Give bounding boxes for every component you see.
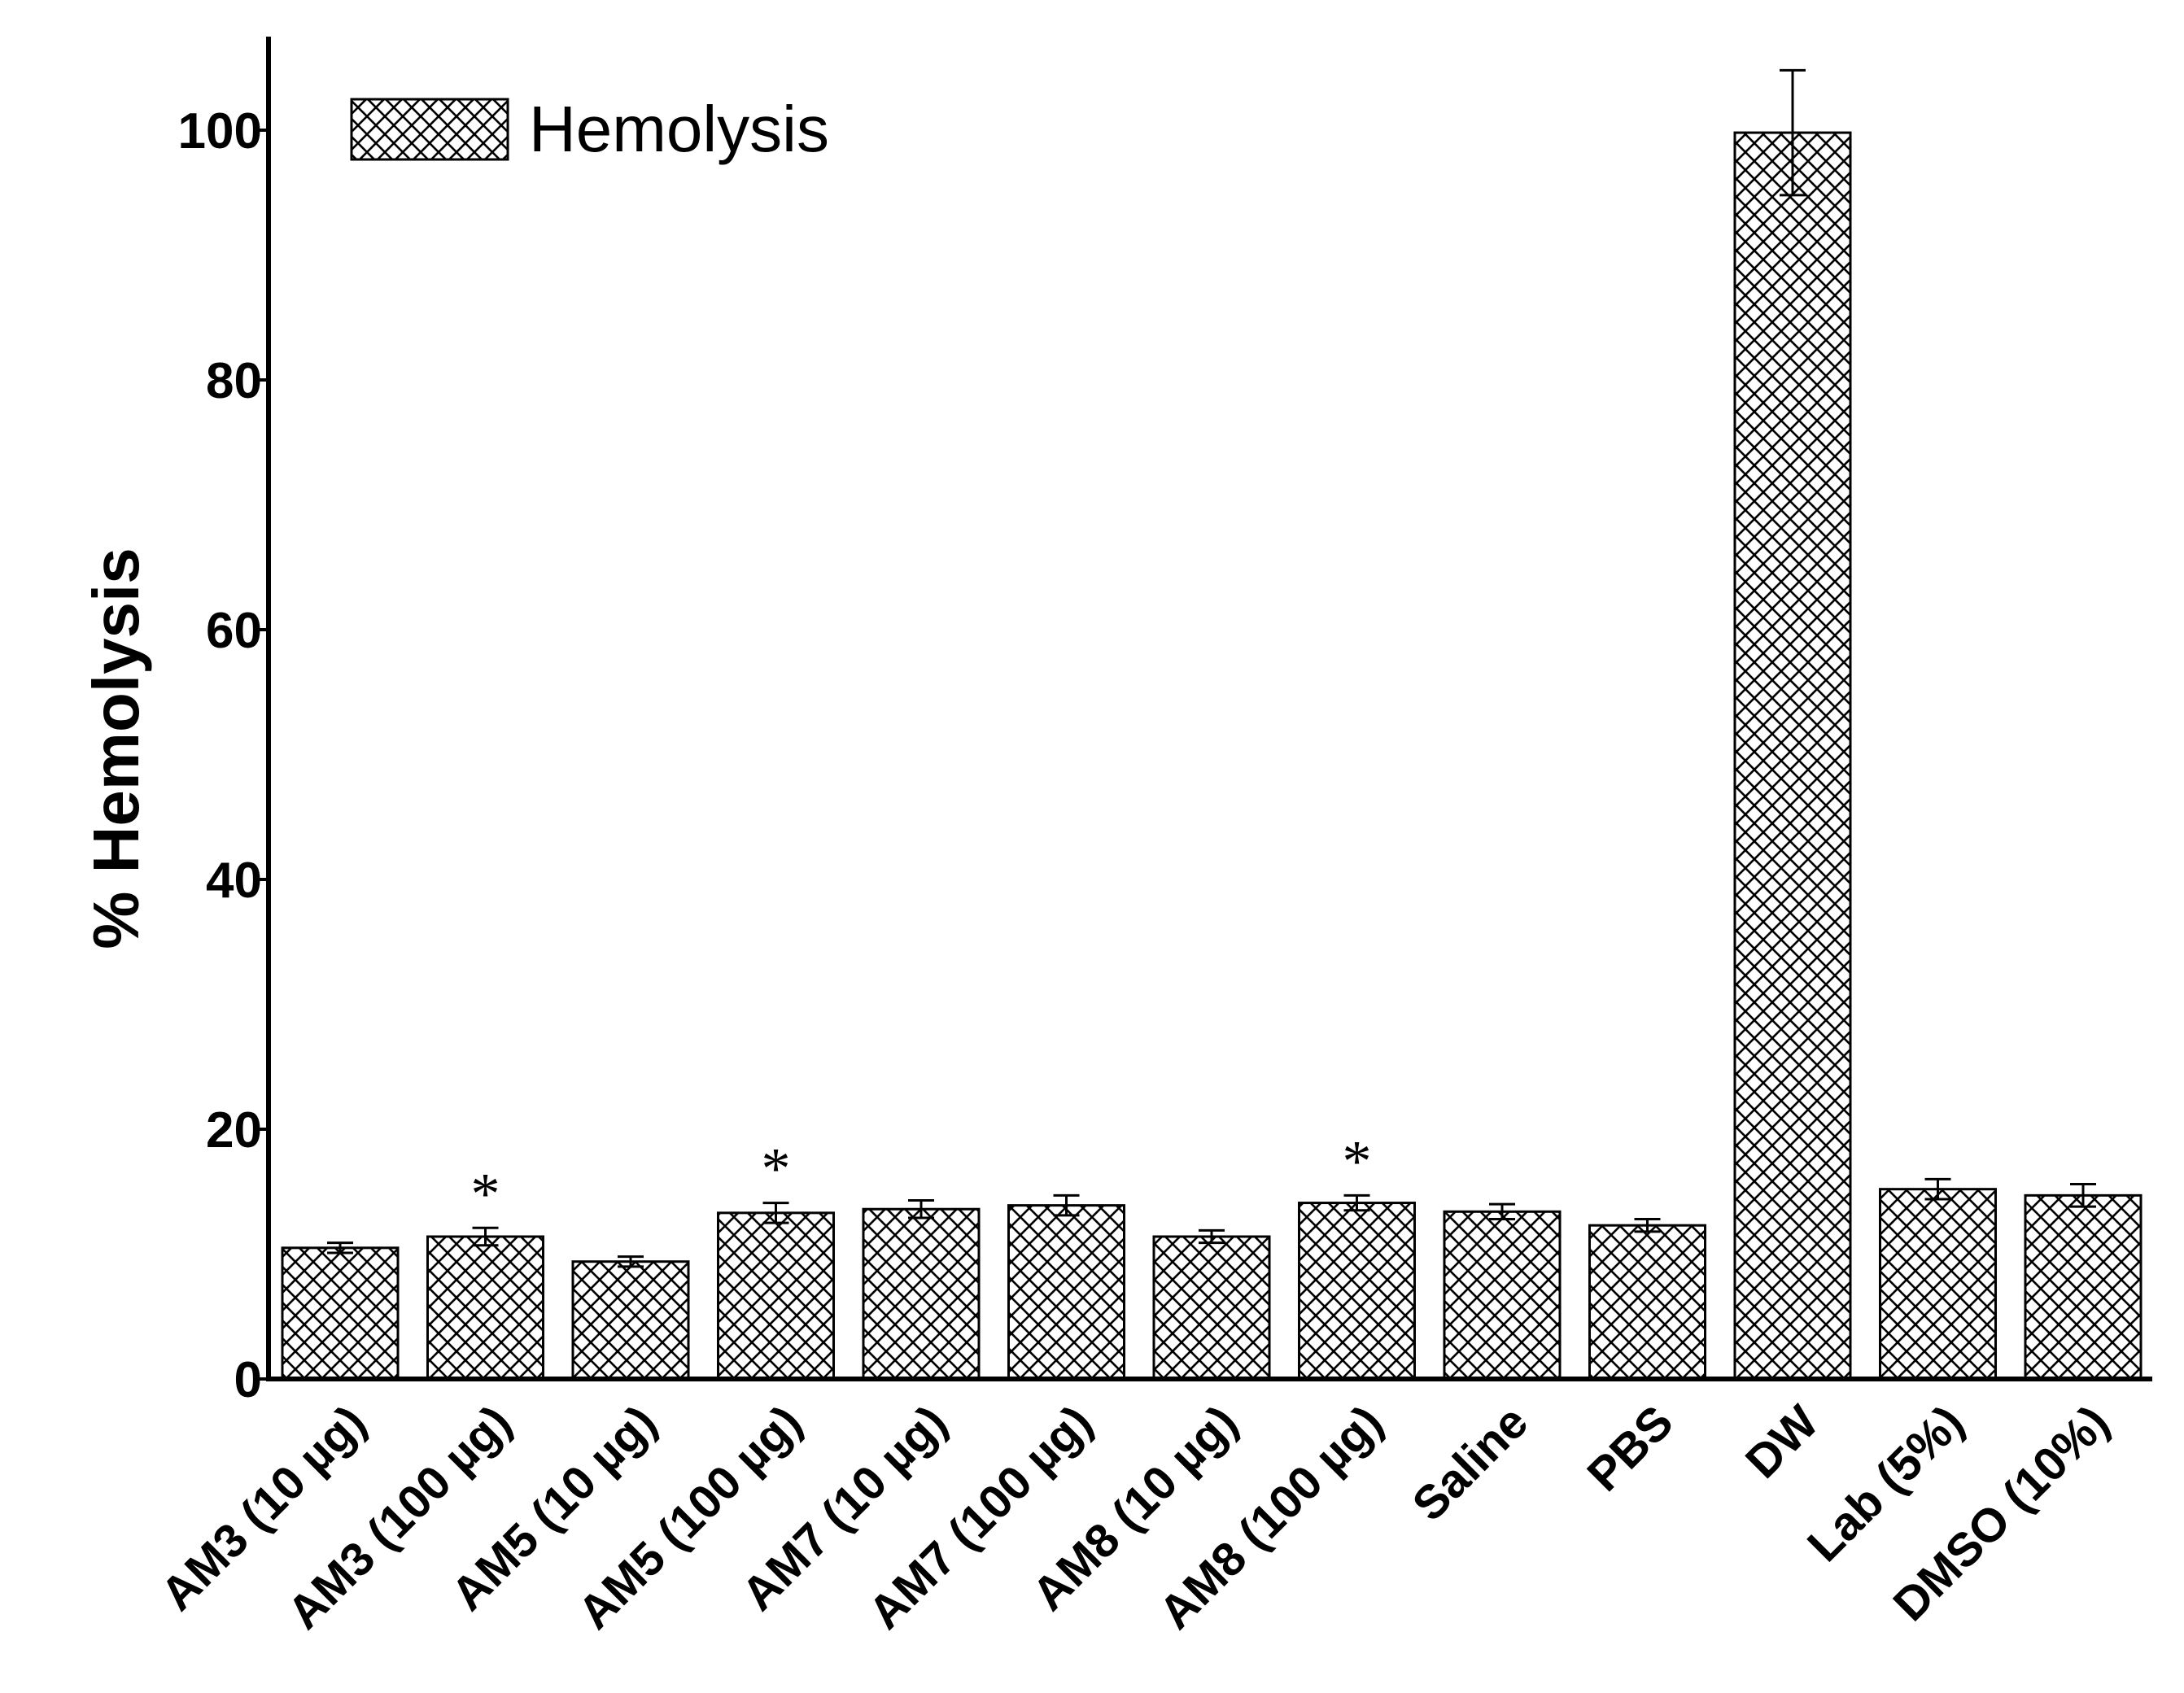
bar <box>1733 131 1852 1381</box>
y-tick-label: 100 <box>178 103 262 159</box>
significance-star: * <box>1343 1128 1372 1193</box>
legend: Hemolysis <box>350 93 829 165</box>
bars-layer <box>281 131 2143 1381</box>
bar <box>281 1246 400 1381</box>
bar <box>2024 1193 2143 1381</box>
bar <box>1007 1204 1125 1381</box>
bar <box>717 1211 835 1381</box>
significance-star: * <box>471 1161 500 1226</box>
bar <box>1298 1202 1416 1381</box>
bar <box>1152 1235 1271 1381</box>
bar <box>1879 1188 1997 1381</box>
x-labels-layer: AM3 (10 µg)AM3 (100 µg)AM5 (10 µg)AM5 (1… <box>151 1395 2119 1639</box>
bar <box>571 1260 690 1381</box>
significance-star: * <box>762 1137 791 1202</box>
annotations-layer: * * * <box>471 1128 1372 1226</box>
y-tick-label: 80 <box>206 353 262 409</box>
bar <box>1588 1224 1706 1381</box>
legend-swatch <box>350 98 509 161</box>
legend-label: Hemolysis <box>529 93 829 165</box>
y-axis-title: % Hemolysis <box>80 548 152 949</box>
x-tick-label: PBS <box>1577 1395 1683 1501</box>
bar <box>1443 1210 1562 1381</box>
y-tick-label: 40 <box>206 853 262 909</box>
x-tick-label: DW <box>1736 1395 1828 1488</box>
y-tick-label: 0 <box>234 1352 262 1408</box>
error-bars-layer <box>327 68 2096 1268</box>
bar <box>426 1235 544 1381</box>
y-tick-label: 60 <box>206 603 262 659</box>
bar <box>862 1207 981 1381</box>
y-tick-label: 20 <box>206 1102 262 1158</box>
x-tick-label: Saline <box>1402 1395 1538 1531</box>
y-ticks-layer: 0 20 40 60 80 100 <box>178 103 269 1408</box>
